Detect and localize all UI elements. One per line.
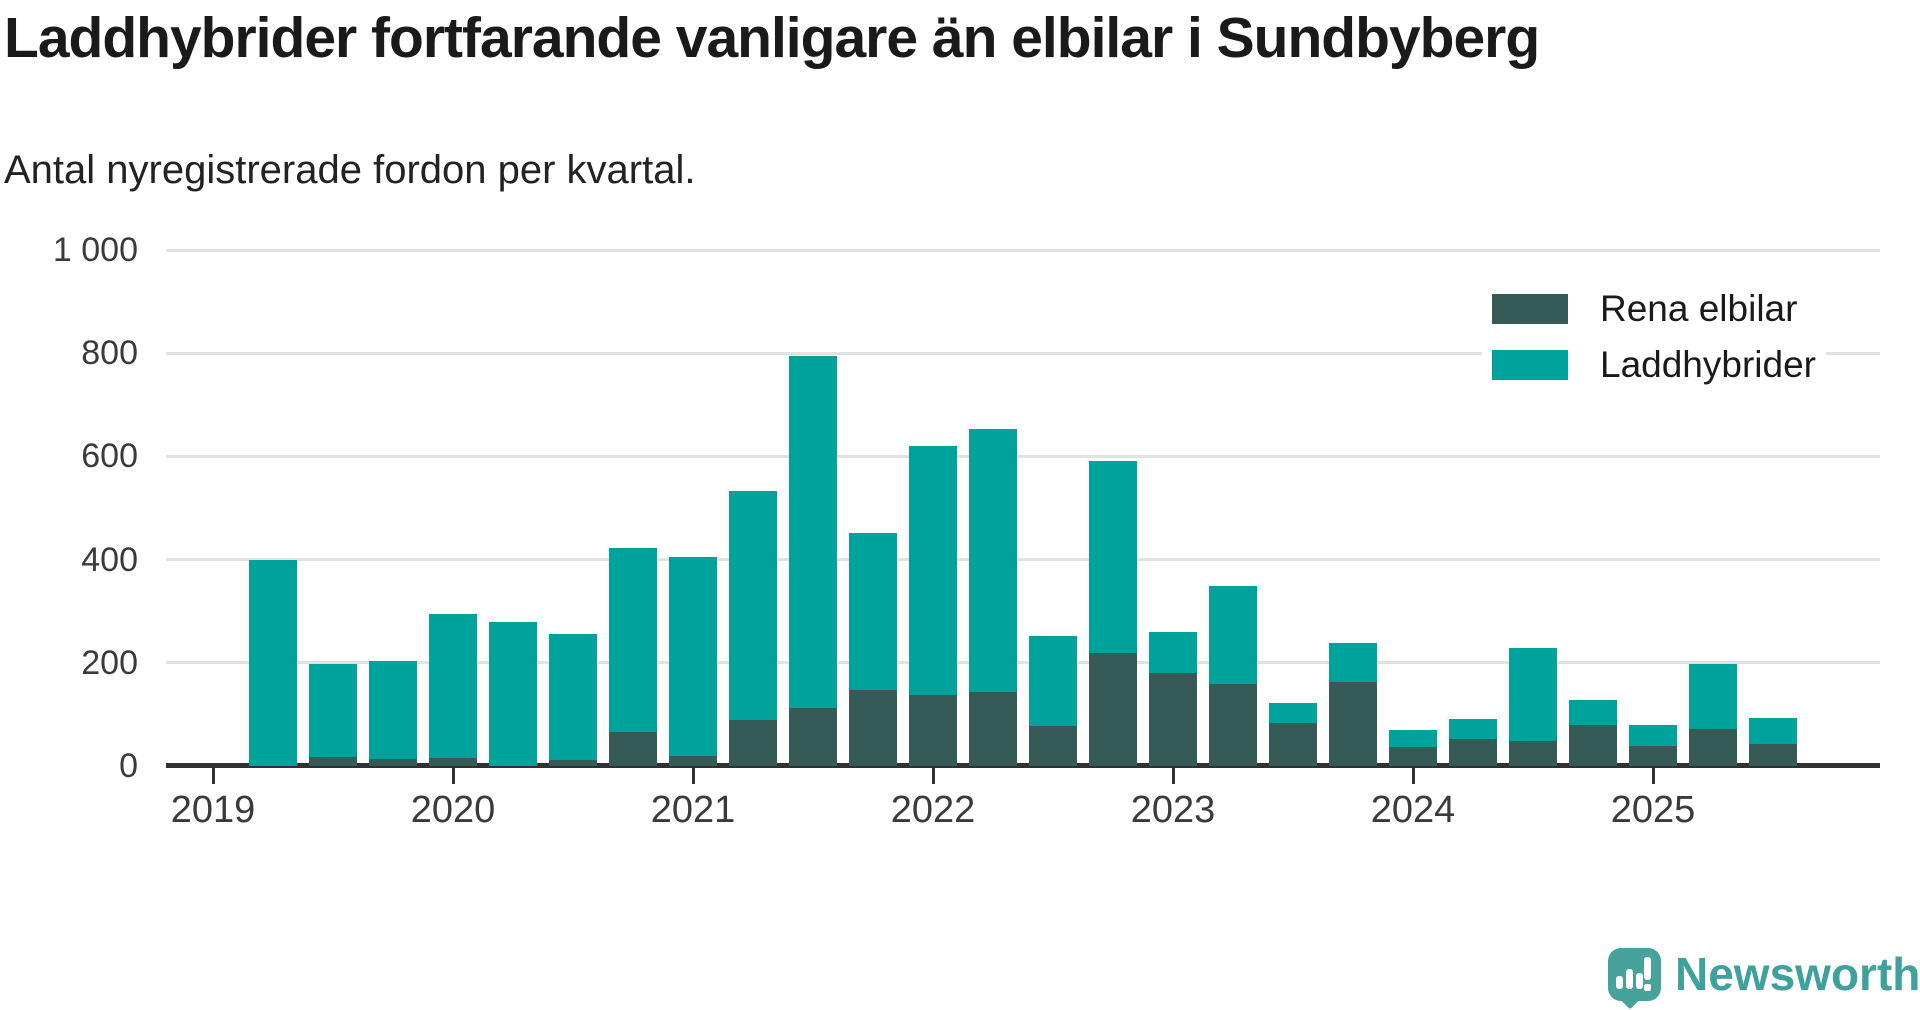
bar-2021-q3-rena-elbilar bbox=[789, 708, 837, 766]
bar-2020-q1-laddhybrider bbox=[429, 614, 477, 758]
bar-2023-q1-laddhybrider bbox=[1149, 632, 1197, 673]
bar-2024-q3-laddhybrider bbox=[1509, 648, 1557, 741]
logo-chart-bar-icon bbox=[1636, 973, 1643, 989]
x-axis-tick bbox=[1171, 768, 1175, 784]
x-axis-line bbox=[166, 763, 1880, 768]
bar-2021-q4-laddhybrider bbox=[849, 533, 897, 690]
bar-2023-q1-rena-elbilar bbox=[1149, 673, 1197, 766]
gridline-y-800 bbox=[166, 351, 1880, 355]
y-axis-tick-label: 400 bbox=[81, 540, 138, 579]
gridline-y-200 bbox=[166, 661, 1880, 665]
bar-2025-q3-rena-elbilar bbox=[1749, 744, 1797, 766]
y-axis-tick-label: 600 bbox=[81, 437, 138, 476]
bar-2022-q2-rena-elbilar bbox=[969, 692, 1017, 766]
gridline-y-1000 bbox=[166, 248, 1880, 252]
bar-2021-q4-rena-elbilar bbox=[849, 690, 897, 766]
bar-2022-q3-laddhybrider bbox=[1029, 636, 1077, 726]
bar-2024-q2-rena-elbilar bbox=[1449, 739, 1497, 766]
x-axis-tick-label: 2020 bbox=[410, 789, 496, 831]
bar-2020-q4-rena-elbilar bbox=[609, 732, 657, 766]
bar-2025-q2-laddhybrider bbox=[1689, 664, 1737, 729]
bar-2023-q3-laddhybrider bbox=[1269, 703, 1317, 723]
bar-2020-q3-laddhybrider bbox=[549, 634, 597, 760]
x-axis-tick-label: 2021 bbox=[650, 789, 736, 831]
page-title: Laddhybrider fortfarande vanligare än el… bbox=[4, 6, 1540, 70]
bar-2019-q4-laddhybrider bbox=[369, 661, 417, 759]
y-axis-tick-label: 0 bbox=[119, 747, 138, 785]
newsworthy-logo-icon bbox=[1608, 948, 1661, 1010]
legend-label-rena-elbilar: Rena elbilar bbox=[1600, 288, 1798, 329]
logo-exclamation-icon bbox=[1644, 957, 1651, 980]
bar-2023-q2-laddhybrider bbox=[1209, 586, 1257, 684]
bar-2019-q3-laddhybrider bbox=[309, 664, 357, 757]
bar-2022-q4-laddhybrider bbox=[1089, 461, 1137, 653]
legend-label-laddhybrider: Laddhybrider bbox=[1600, 344, 1816, 385]
bar-2021-q1-laddhybrider bbox=[669, 557, 717, 756]
bar-2019-q4-rena-elbilar bbox=[369, 759, 417, 766]
x-axis-tick-label: 2022 bbox=[890, 789, 976, 831]
bar-2024-q3-rena-elbilar bbox=[1509, 741, 1557, 766]
bar-2019-q3-rena-elbilar bbox=[309, 757, 357, 766]
y-axis-tick-label: 1 000 bbox=[52, 231, 138, 269]
x-axis-tick-label: 2024 bbox=[1370, 789, 1456, 831]
newsworthy-branding: Newsworthy bbox=[1608, 948, 1920, 1010]
bar-2019-q2-laddhybrider bbox=[249, 560, 297, 766]
legend-item-rena-elbilar: Rena elbilar bbox=[1492, 288, 1816, 330]
logo-exclamation-dot bbox=[1644, 984, 1651, 991]
x-axis-tick-label: 2019 bbox=[170, 789, 256, 831]
chart-subtitle: Antal nyregistrerade fordon per kvartal. bbox=[4, 148, 696, 192]
x-axis-tick-label: 2023 bbox=[1130, 789, 1216, 831]
bar-2022-q1-laddhybrider bbox=[909, 446, 957, 695]
x-axis-tick bbox=[691, 768, 695, 784]
bar-2025-q1-laddhybrider bbox=[1629, 725, 1677, 746]
logo-chart-bar-icon bbox=[1626, 969, 1633, 989]
x-axis-tick-label: 2025 bbox=[1610, 789, 1696, 831]
gridline-y-600 bbox=[166, 454, 1880, 458]
bar-2023-q3-rena-elbilar bbox=[1269, 723, 1317, 766]
bar-2020-q3-rena-elbilar bbox=[549, 760, 597, 766]
y-axis-tick-label: 800 bbox=[81, 334, 138, 373]
bar-2024-q4-laddhybrider bbox=[1569, 700, 1617, 725]
y-axis-tick-label: 200 bbox=[81, 643, 138, 682]
x-axis-tick bbox=[931, 768, 935, 784]
legend-swatch-rena-elbilar bbox=[1492, 294, 1568, 324]
logo-chart-bar-icon bbox=[1616, 976, 1623, 989]
bar-2020-q1-rena-elbilar bbox=[429, 758, 477, 766]
bar-2024-q1-laddhybrider bbox=[1389, 730, 1437, 747]
bar-2021-q1-rena-elbilar bbox=[669, 756, 717, 766]
bar-2023-q2-rena-elbilar bbox=[1209, 684, 1257, 766]
bar-2023-q4-laddhybrider bbox=[1329, 643, 1377, 682]
bar-2022-q2-laddhybrider bbox=[969, 429, 1017, 692]
bar-2021-q2-laddhybrider bbox=[729, 491, 777, 720]
bar-2020-q2-laddhybrider bbox=[489, 622, 537, 766]
bar-2024-q2-laddhybrider bbox=[1449, 719, 1497, 739]
bar-2024-q4-rena-elbilar bbox=[1569, 725, 1617, 766]
legend-swatch-laddhybrider bbox=[1492, 350, 1568, 380]
x-axis-tick bbox=[1651, 768, 1655, 784]
bar-2023-q4-rena-elbilar bbox=[1329, 682, 1377, 766]
bar-2024-q1-rena-elbilar bbox=[1389, 747, 1437, 766]
chart-legend: Rena elbilar Laddhybrider bbox=[1482, 284, 1826, 390]
bar-2022-q1-rena-elbilar bbox=[909, 695, 957, 766]
bar-2022-q3-rena-elbilar bbox=[1029, 726, 1077, 766]
bar-2025-q3-laddhybrider bbox=[1749, 718, 1797, 744]
bar-2020-q4-laddhybrider bbox=[609, 548, 657, 732]
bar-2025-q1-rena-elbilar bbox=[1629, 746, 1677, 766]
gridline-y-400 bbox=[166, 558, 1880, 562]
bar-2021-q3-laddhybrider bbox=[789, 356, 837, 708]
x-axis-tick bbox=[211, 768, 215, 784]
x-axis-tick bbox=[1411, 768, 1415, 784]
bar-2021-q2-rena-elbilar bbox=[729, 720, 777, 766]
x-axis-tick bbox=[451, 768, 455, 784]
newsworthy-wordmark: Newsworthy bbox=[1675, 948, 1920, 1000]
bar-2022-q4-rena-elbilar bbox=[1089, 653, 1137, 766]
bar-2025-q2-rena-elbilar bbox=[1689, 729, 1737, 766]
legend-item-laddhybrider: Laddhybrider bbox=[1492, 344, 1816, 386]
